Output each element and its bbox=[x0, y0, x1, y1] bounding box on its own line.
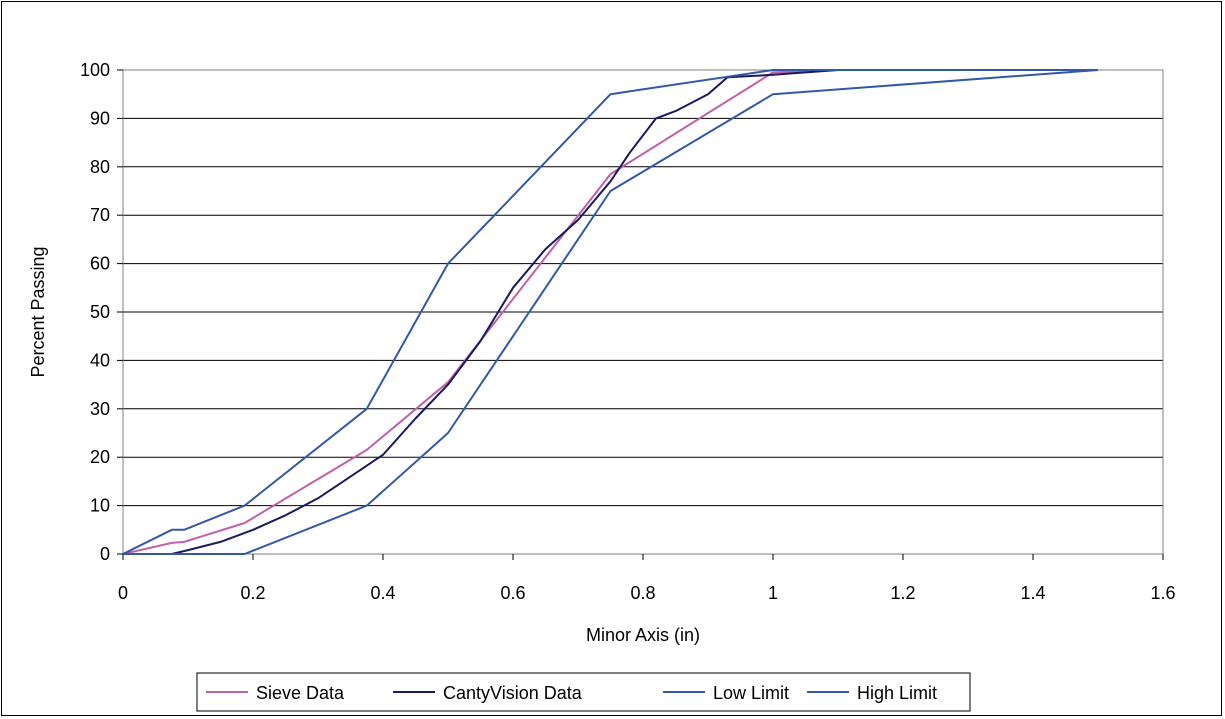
legend-label-high-limit: High Limit bbox=[857, 683, 937, 703]
y-tick-label: 20 bbox=[90, 447, 110, 467]
gridlines bbox=[123, 69, 1163, 555]
legend-label-cantyvision-data: CantyVision Data bbox=[443, 683, 583, 703]
series-line-cantyvision-data bbox=[171, 69, 1098, 555]
y-axis-title: Percent Passing bbox=[28, 246, 48, 377]
y-tick-label: 70 bbox=[90, 205, 110, 225]
y-tick-labels: 0 10 20 30 40 50 60 70 80 90 100 bbox=[80, 60, 123, 564]
x-tick-label: 0.8 bbox=[630, 583, 655, 603]
y-tick-label: 30 bbox=[90, 399, 110, 419]
y-tick-label: 0 bbox=[100, 544, 110, 564]
x-tick-label: 0.2 bbox=[240, 583, 265, 603]
y-tick-label: 50 bbox=[90, 302, 110, 322]
y-tick-label: 60 bbox=[90, 254, 110, 274]
series-lines bbox=[122, 69, 1099, 555]
legend-label-sieve-data: Sieve Data bbox=[256, 683, 345, 703]
x-tick-label: 1.4 bbox=[1020, 583, 1045, 603]
y-tick-label: 40 bbox=[90, 350, 110, 370]
y-tick-label: 100 bbox=[80, 60, 110, 80]
x-tick-label: 0 bbox=[118, 583, 128, 603]
x-tick-label: 0.6 bbox=[500, 583, 525, 603]
x-tick-labels: 0 0.2 0.4 0.6 0.8 1 1.2 1.4 1.6 bbox=[118, 554, 1176, 603]
x-tick-label: 1 bbox=[768, 583, 778, 603]
series-line-high-limit bbox=[122, 69, 1098, 555]
x-tick-label: 1.6 bbox=[1150, 583, 1175, 603]
legend-label-low-limit: Low Limit bbox=[713, 683, 789, 703]
series-line-low-limit bbox=[123, 69, 1099, 555]
y-tick-label: 90 bbox=[90, 108, 110, 128]
y-tick-label: 80 bbox=[90, 157, 110, 177]
x-tick-label: 0.4 bbox=[370, 583, 395, 603]
x-axis-title: Minor Axis (in) bbox=[586, 625, 700, 645]
legend: Sieve Data CantyVision Data Low Limit High … bbox=[196, 672, 971, 712]
x-tick-label: 1.2 bbox=[890, 583, 915, 603]
y-tick-label: 10 bbox=[90, 496, 110, 516]
series-line-sieve-data bbox=[122, 69, 1098, 555]
